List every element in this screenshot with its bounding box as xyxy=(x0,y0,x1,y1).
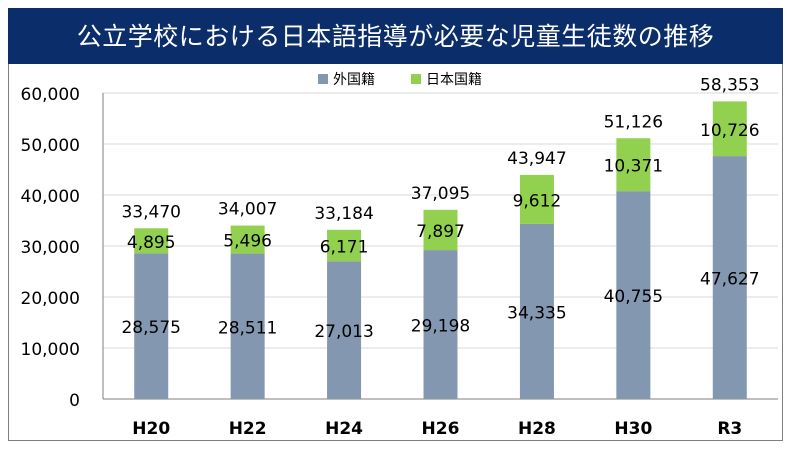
y-tick-label: 60,000 xyxy=(21,85,80,105)
y-tick-label: 50,000 xyxy=(21,136,80,156)
legend-japanese-label: 日本国籍 xyxy=(426,71,482,88)
data-label-foreign: 28,511 xyxy=(218,318,277,338)
data-label-japanese: 6,171 xyxy=(320,237,369,257)
x-category-label: H22 xyxy=(229,419,267,439)
data-label-foreign: 47,627 xyxy=(700,270,759,290)
bar-segment-foreign xyxy=(327,261,362,399)
bar-segment-japanese xyxy=(327,229,362,262)
chart-title: 公立学校における日本語指導が必要な児童生徒数の推移 xyxy=(76,21,715,51)
bar-segment-foreign xyxy=(519,223,554,399)
bar-segment-foreign xyxy=(712,156,747,399)
data-label-japanese: 5,496 xyxy=(223,232,272,252)
data-label-total: 58,353 xyxy=(700,75,759,95)
data-label-japanese: 7,897 xyxy=(416,222,465,242)
x-category-label: H26 xyxy=(422,419,460,439)
data-label-foreign: 29,198 xyxy=(411,317,470,337)
data-label-japanese: 9,612 xyxy=(513,191,562,211)
y-tick-label: 0 xyxy=(69,391,80,411)
bar-segment-foreign xyxy=(134,253,169,399)
data-label-japanese: 10,371 xyxy=(604,157,663,177)
data-label-total: 51,126 xyxy=(604,112,663,132)
bar-segment-japanese xyxy=(134,228,169,254)
data-label-total: 33,184 xyxy=(314,204,373,224)
y-tick-label: 10,000 xyxy=(21,340,80,360)
bar-segment-foreign xyxy=(423,250,458,399)
legend-foreign-swatch xyxy=(318,74,328,84)
bar-segment-foreign xyxy=(616,191,651,399)
data-label-total: 33,470 xyxy=(121,202,180,222)
bar-segment-japanese xyxy=(423,209,458,251)
x-category-label: H30 xyxy=(614,419,652,439)
legend-foreign-label: 外国籍 xyxy=(333,71,375,88)
data-label-foreign: 27,013 xyxy=(314,322,373,342)
bar-segment-japanese xyxy=(616,138,651,192)
data-label-foreign: 34,335 xyxy=(507,303,566,323)
data-label-japanese: 10,726 xyxy=(700,121,759,141)
y-tick-label: 30,000 xyxy=(21,238,80,258)
x-category-label: R3 xyxy=(717,419,742,439)
data-label-japanese: 4,895 xyxy=(127,233,176,253)
data-label-total: 34,007 xyxy=(218,200,277,220)
chart-title-bar: 公立学校における日本語指導が必要な児童生徒数の推移 xyxy=(8,8,783,64)
x-category-label: H20 xyxy=(132,419,170,439)
legend-japanese-swatch xyxy=(411,74,421,84)
bar-segment-japanese xyxy=(230,225,265,254)
x-category-label: H28 xyxy=(518,419,556,439)
data-label-foreign: 28,575 xyxy=(121,318,180,338)
data-label-total: 37,095 xyxy=(411,184,470,204)
bar-segment-japanese xyxy=(519,174,554,224)
data-label-total: 43,947 xyxy=(507,149,566,169)
y-tick-label: 20,000 xyxy=(21,289,80,309)
bar-segment-foreign xyxy=(230,253,265,399)
y-tick-label: 40,000 xyxy=(21,187,80,207)
bar-segment-japanese xyxy=(712,101,747,157)
x-category-label: H24 xyxy=(325,419,363,439)
data-label-foreign: 40,755 xyxy=(604,287,663,307)
